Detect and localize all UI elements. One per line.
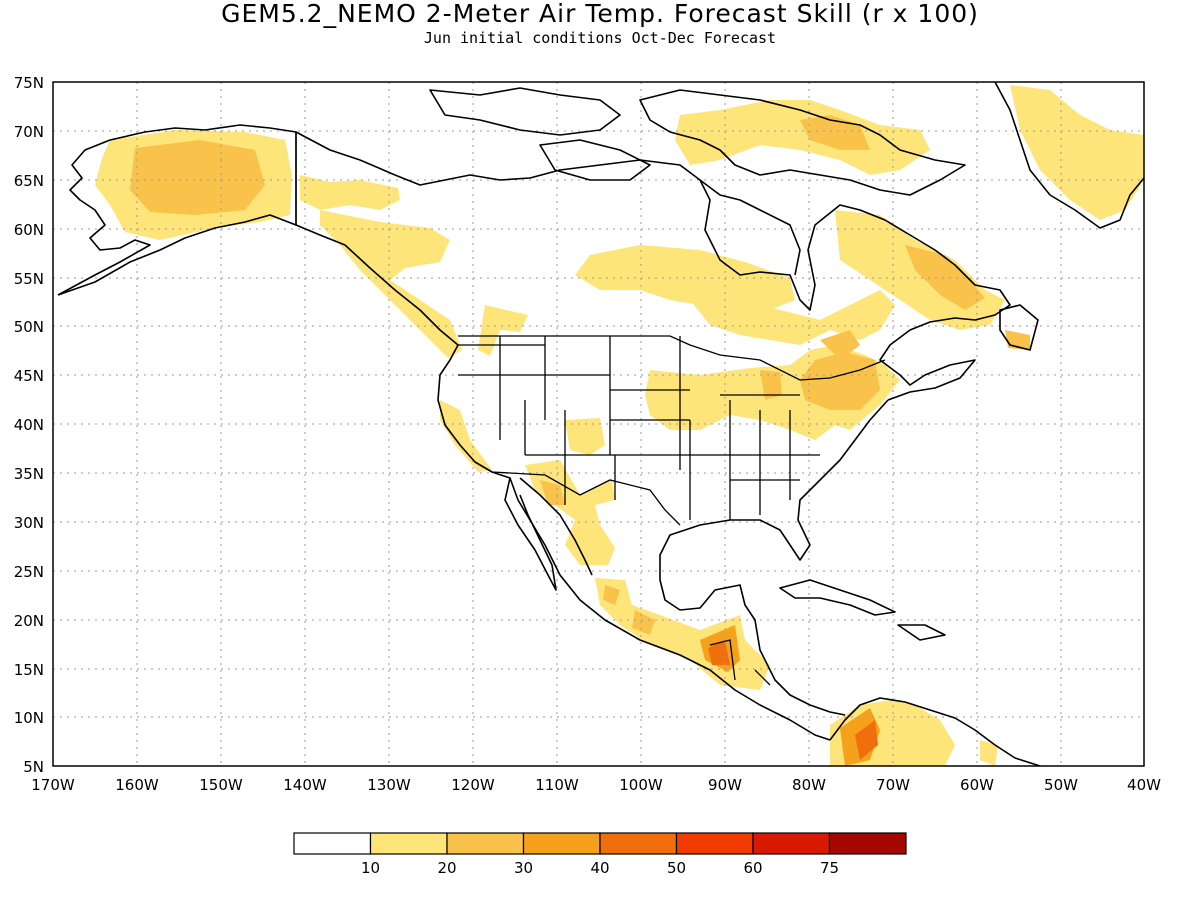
legend-label: 50: [667, 859, 686, 877]
lat-label: 5N: [23, 758, 44, 776]
legend-label: 60: [743, 859, 762, 877]
color-legend: 10 20 30 40 50 60 75: [293, 832, 907, 877]
lon-label: 100W: [619, 776, 663, 794]
map-title: GEM5.2_NEMO 2-Meter Air Temp. Forecast S…: [221, 0, 979, 28]
lon-label: 90W: [708, 776, 742, 794]
lat-label: 65N: [14, 172, 44, 190]
legend-swatch: [599, 832, 678, 855]
lat-label: 45N: [14, 367, 44, 385]
legend-swatch: [752, 832, 831, 855]
lat-label: 60N: [14, 221, 44, 239]
legend-label: 30: [514, 859, 533, 877]
legend-swatch: [522, 832, 601, 855]
map-panel: [52, 81, 1145, 767]
lon-label: 150W: [199, 776, 243, 794]
map-subtitle: Jun initial conditions Oct-Dec Forecast: [423, 29, 777, 47]
legend-swatch: [675, 832, 754, 855]
lat-label: 50N: [14, 318, 44, 336]
lon-label: 50W: [1044, 776, 1078, 794]
legend-swatch: [828, 832, 907, 855]
lon-label: 140W: [283, 776, 327, 794]
longitude-labels: 170W 160W 150W 140W 130W 120W 110W 100W …: [31, 776, 1161, 794]
lat-label: 40N: [14, 416, 44, 434]
lat-label: 30N: [14, 514, 44, 532]
legend-label: 10: [361, 859, 380, 877]
lat-label: 75N: [14, 74, 44, 92]
legend-label: 75: [820, 859, 839, 877]
lon-label: 70W: [876, 776, 910, 794]
legend-label: 40: [590, 859, 609, 877]
lat-label: 55N: [14, 270, 44, 288]
coastlines: [57, 81, 1145, 767]
lat-label: 20N: [14, 612, 44, 630]
lon-label: 80W: [792, 776, 826, 794]
lon-label: 110W: [535, 776, 579, 794]
legend-swatch: [293, 832, 372, 855]
lat-label: 35N: [14, 465, 44, 483]
legend-swatch: [446, 832, 525, 855]
lon-label: 160W: [115, 776, 159, 794]
lat-label: 25N: [14, 563, 44, 581]
lon-label: 130W: [367, 776, 411, 794]
lat-label: 15N: [14, 661, 44, 679]
lat-label: 70N: [14, 123, 44, 141]
legend-label: 20: [437, 859, 456, 877]
lon-label: 60W: [960, 776, 994, 794]
political-borders: [295, 132, 886, 686]
legend-swatch: [369, 832, 448, 855]
skill-shading: [95, 85, 1144, 766]
latitude-labels: 75N 70N 65N 60N 55N 50N 45N 40N 35N 30N …: [14, 74, 44, 776]
lon-label: 120W: [451, 776, 495, 794]
lat-label: 10N: [14, 709, 44, 727]
lon-label: 40W: [1127, 776, 1161, 794]
lon-label: 170W: [31, 776, 75, 794]
skill-region-alaska-core: [130, 140, 265, 215]
